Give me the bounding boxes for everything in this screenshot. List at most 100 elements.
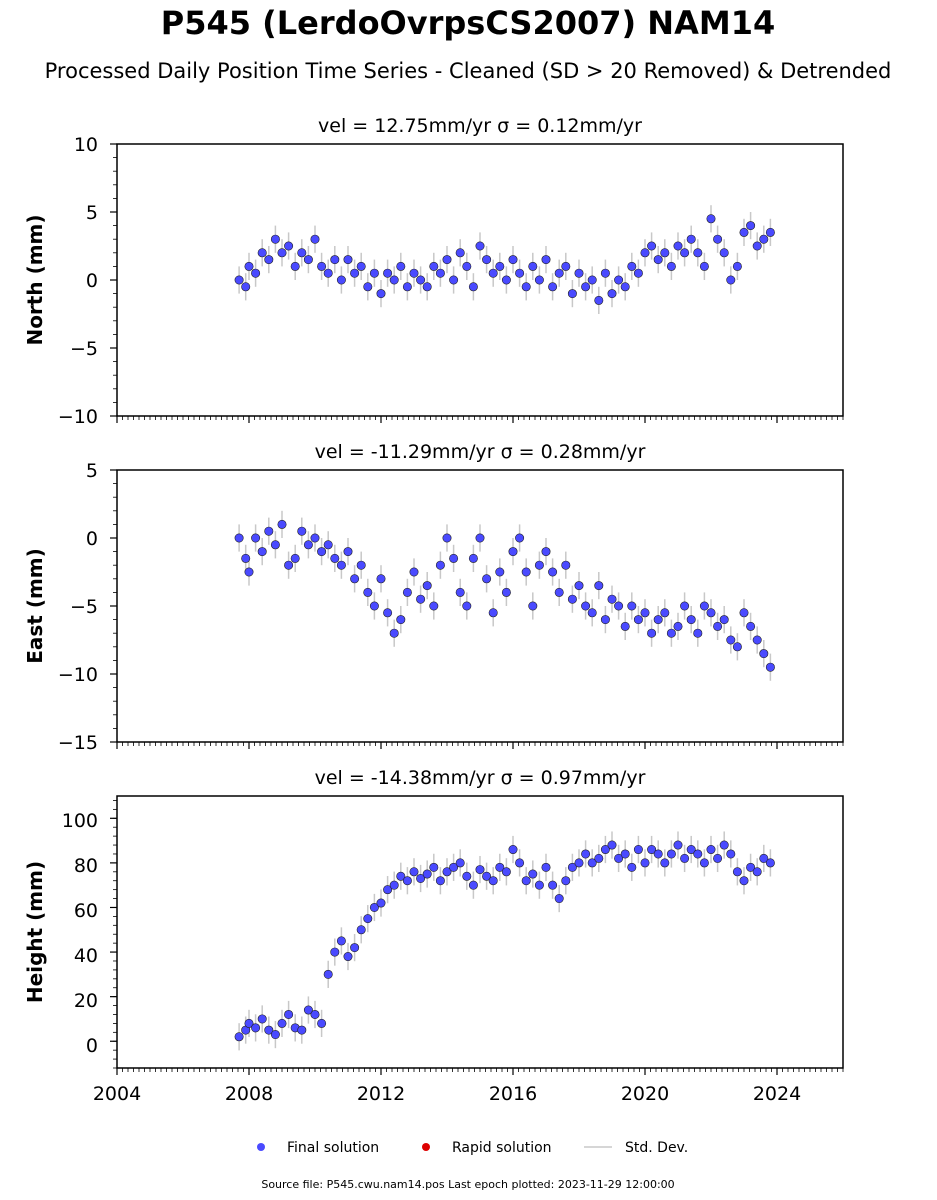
north-data-point <box>567 289 577 299</box>
legend: Final solution Rapid solution Std. Dev. <box>257 1140 688 1156</box>
height-data-point <box>449 862 459 872</box>
height-data-point <box>627 862 637 872</box>
north-data-point <box>699 261 709 271</box>
north-data-point <box>653 255 663 265</box>
height-data-point <box>653 849 663 859</box>
north-data-point <box>732 261 742 271</box>
height-data-point <box>429 862 439 872</box>
x-tick-label: 2012 <box>357 1083 405 1105</box>
panel-east-title: vel = -11.29mm/yr σ = 0.28mm/yr <box>315 441 646 463</box>
height-data-point <box>468 880 478 890</box>
east-data-point <box>666 628 676 638</box>
height-data-point <box>264 1025 274 1035</box>
panel-east-ytick-label: −10 <box>58 664 98 686</box>
north-data-point <box>587 275 597 285</box>
height-data-point <box>369 902 379 912</box>
panel-height-ylabel: Height (mm) <box>23 861 47 1003</box>
north-data-point <box>666 261 676 271</box>
height-data-point <box>389 880 399 890</box>
north-data-point <box>264 255 274 265</box>
height-data-point <box>567 862 577 872</box>
north-data-point <box>521 282 531 292</box>
east-data-point <box>343 547 353 557</box>
east-data-point <box>264 526 274 536</box>
north-data-point <box>614 275 624 285</box>
height-data-point <box>746 862 756 872</box>
east-data-point <box>369 601 379 611</box>
east-data-point <box>541 547 551 557</box>
north-data-point <box>422 282 432 292</box>
height-data-point <box>488 876 498 886</box>
north-data-point <box>277 248 287 258</box>
east-data-point <box>699 601 709 611</box>
east-data-point <box>534 560 544 570</box>
east-data-point <box>449 553 459 563</box>
north-data-point <box>706 214 716 224</box>
east-data-point <box>330 553 340 563</box>
height-data-point <box>686 845 696 855</box>
height-data-point <box>587 858 597 868</box>
east-data-point <box>244 567 254 577</box>
east-data-point <box>693 628 703 638</box>
north-data-point <box>429 261 439 271</box>
north-data-point <box>241 282 251 292</box>
north-data-point <box>310 234 320 244</box>
height-data-point <box>726 849 736 859</box>
east-data-point <box>284 560 294 570</box>
north-data-point <box>336 275 346 285</box>
north-data-point <box>270 234 280 244</box>
east-data-point <box>554 587 564 597</box>
height-data-point <box>402 876 412 886</box>
height-data-point <box>561 876 571 886</box>
north-data-point <box>323 268 333 278</box>
height-data-point <box>495 862 505 872</box>
panel-height-title: vel = -14.38mm/yr σ = 0.97mm/yr <box>315 767 646 789</box>
east-data-point <box>521 567 531 577</box>
panel-height-ytick-label: 40 <box>74 945 98 967</box>
height-data-point <box>548 880 558 890</box>
east-data-point <box>396 615 406 625</box>
x-tick-label: 2024 <box>753 1083 801 1105</box>
north-data-point <box>719 248 729 258</box>
north-data-point <box>673 241 683 251</box>
east-data-point <box>508 547 518 557</box>
east-data-point <box>640 608 650 618</box>
east-data-point <box>548 567 558 577</box>
east-data-point <box>739 608 749 618</box>
north-data-point <box>647 241 657 251</box>
north-data-point <box>234 275 244 285</box>
height-data-point <box>732 867 742 877</box>
east-data-point <box>614 601 624 611</box>
panel-north-frame <box>116 143 844 417</box>
panel-north-ytick-label: −10 <box>58 406 98 428</box>
east-data-point <box>746 621 756 631</box>
north-data-point <box>508 255 518 265</box>
x-tick-label: 2016 <box>489 1083 537 1105</box>
height-data-point <box>336 936 346 946</box>
north-data-point <box>501 275 511 285</box>
north-data-point <box>554 268 564 278</box>
north-data-point <box>759 234 769 244</box>
north-data-point <box>251 268 261 278</box>
north-data-point <box>350 268 360 278</box>
height-data-point <box>383 885 393 895</box>
height-data-point <box>706 845 716 855</box>
east-data-point <box>732 642 742 652</box>
height-data-point <box>633 845 643 855</box>
height-data-point <box>581 849 591 859</box>
panel-north-ytick-label: 0 <box>86 270 98 292</box>
legend-final-label: Final solution <box>287 1140 379 1156</box>
panel-east: vel = -11.29mm/yr σ = 0.28mm/yr East (mm… <box>23 441 844 754</box>
north-data-point <box>290 261 300 271</box>
height-data-point <box>409 867 419 877</box>
east-data-point <box>633 615 643 625</box>
north-data-point <box>627 261 637 271</box>
height-data-point <box>270 1030 280 1040</box>
panel-east-ytick-label: 5 <box>86 460 98 482</box>
height-data-point <box>303 1005 313 1015</box>
panel-east-plot-area <box>110 469 844 749</box>
panel-east-ylabel: East (mm) <box>23 548 47 664</box>
north-data-point <box>376 289 386 299</box>
height-data-point <box>376 898 386 908</box>
north-data-point <box>607 289 617 299</box>
